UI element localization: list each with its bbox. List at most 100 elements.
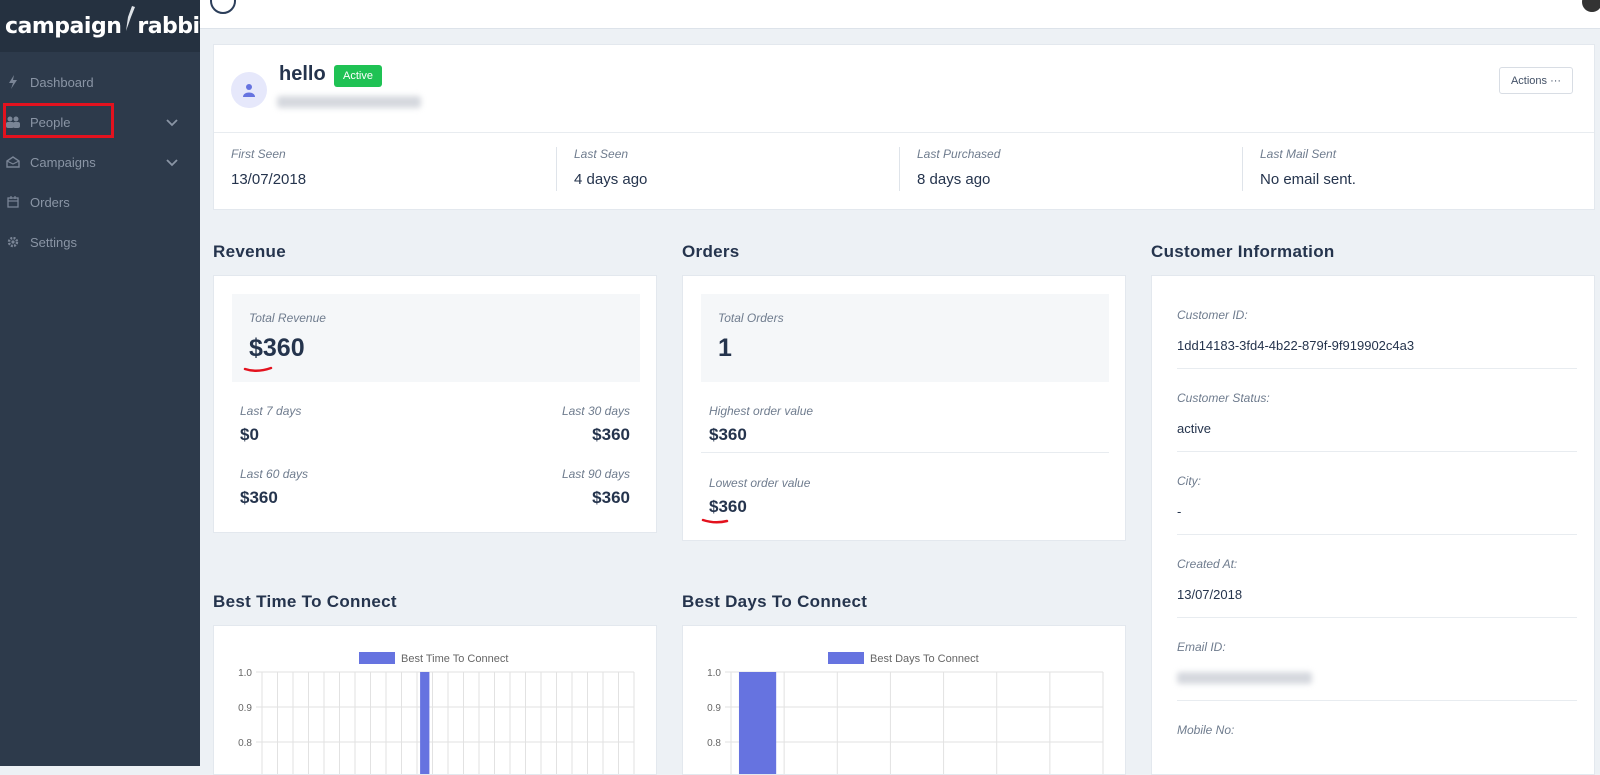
sidebar-item-dashboard[interactable]: Dashboard [0,62,200,102]
chart-legend: Best Time To Connect [359,652,508,665]
last-7-value: $0 [240,425,259,444]
lowest-order-label: Lowest order value [709,476,811,490]
legend-label: Best Time To Connect [401,653,508,665]
total-orders-value: 1 [718,334,732,362]
email-redacted [277,96,421,108]
highest-order-label: Highest order value [709,404,814,418]
last-60-value: $360 [240,488,278,507]
total-revenue-box: Total Revenue $360 [232,294,640,382]
top-bar [200,0,1600,29]
chevron-down-icon[interactable] [166,155,178,170]
divider [1177,451,1577,452]
brand-name-left: campaign [5,13,122,39]
divider [1177,534,1577,535]
customer-id-value: 1dd14183-3fd4-4b22-879f-9f919902c4a3 [1177,338,1415,353]
total-revenue-value: $360 [249,334,305,362]
legend-label: Best Days To Connect [870,653,979,665]
annotation-underline [701,518,729,524]
stat-last-mail-sent: Last Mail Sent No email sent. [1243,133,1586,210]
last-7-label: Last 7 days [240,404,302,418]
annotation-underline [243,366,273,372]
last-90-label: Last 90 days [561,467,630,481]
divider [701,452,1109,453]
chart-bar [420,672,430,774]
stat-first-seen: First Seen 13/07/2018 [214,133,557,210]
city-label: City: [1177,474,1201,488]
divider [1177,700,1577,701]
orders-card: Total Orders 1 Highest order value $360 … [682,275,1126,541]
profile-name: hello [279,63,326,85]
chart-legend: Best Days To Connect [828,652,979,665]
created-at-value: 13/07/2018 [1177,587,1243,602]
sidebar-item-campaigns[interactable]: Campaigns [0,142,200,182]
stat-last-purchased: Last Purchased 8 days ago [900,133,1243,210]
last-60-label: Last 60 days [240,467,309,481]
user-icon [243,84,255,97]
chart-bar [738,672,777,774]
rabbit-logo-icon [122,5,136,31]
profile-stats: First Seen 13/07/2018 Last Seen 4 days a… [214,132,1594,210]
sidebar-item-label: Orders [30,194,70,210]
stat-value: 8 days ago [917,171,991,188]
bolt-icon [6,75,20,89]
stat-value: 13/07/2018 [231,171,307,188]
last-30-value: $360 [592,425,630,444]
y-tick-label: 0.8 [707,738,721,749]
profile-card: hello Active Actions ··· First Seen 13/0… [213,44,1595,210]
legend-swatch [828,652,864,664]
customer-id-label: Customer ID: [1177,308,1248,322]
best-days-chart: Best Days To Connect 1.0 0.9 0.8 [682,625,1126,775]
status-badge: Active [334,65,382,87]
stat-label: Last Mail Sent [1260,147,1337,161]
actions-button[interactable]: Actions ··· [1499,67,1573,94]
best-time-chart: Best Time To Connect 1.0 0.9 0.8 [213,625,657,775]
chart-svg: Best Days To Connect 1.0 0.9 0.8 [707,652,1104,774]
sidebar-item-orders[interactable]: Orders [0,182,200,222]
stat-last-seen: Last Seen 4 days ago [557,133,900,210]
email-redacted [1177,672,1312,684]
mobile-no-label: Mobile No: [1177,723,1235,737]
total-orders-label: Total Orders [718,311,784,325]
divider [1177,368,1577,369]
email-id-label: Email ID: [1177,640,1226,654]
sidebar-item-settings[interactable]: Settings [0,222,200,262]
y-tick-label: 0.8 [238,738,252,749]
highest-order-value: $360 [709,425,747,444]
total-revenue-label: Total Revenue [249,311,326,325]
legend-swatch [359,652,395,664]
revenue-card: Total Revenue $360 Last 7 days $0 Last 3… [213,275,657,533]
city-value: - [1177,504,1182,519]
total-orders-box: Total Orders 1 [701,294,1109,382]
customer-info-title: Customer Information [1151,242,1335,261]
last-30-label: Last 30 days [561,404,630,418]
revenue-title: Revenue [213,242,286,261]
stat-value: 4 days ago [574,171,648,188]
sidebar-item-label: Campaigns [30,154,96,170]
sidebar-item-people[interactable]: People [0,102,200,142]
y-tick-label: 1.0 [238,668,252,679]
sidebar-item-label: Dashboard [30,74,94,90]
annotation-highlight-box [3,103,114,138]
created-at-label: Created At: [1177,557,1238,571]
stat-label: Last Purchased [917,147,1001,161]
best-time-title: Best Time To Connect [213,592,397,611]
brand-name-right: rabbit [137,13,200,39]
orders-title: Orders [682,242,740,261]
customer-status-label: Customer Status: [1177,391,1270,405]
calendar-icon [6,195,20,209]
customer-info-card: Customer ID: 1dd14183-3fd4-4b22-879f-9f9… [1151,275,1595,775]
brand-logo[interactable]: campaign rabbit [0,0,200,52]
sidebar-nav: Dashboard People Campaigns Orders Settin… [0,62,200,262]
menu-toggle-icon[interactable] [210,0,236,14]
gear-icon [6,235,20,249]
sidebar-item-label: Settings [30,234,77,250]
best-days-title: Best Days To Connect [682,592,868,611]
user-avatar[interactable] [1582,0,1600,12]
stat-value: No email sent. [1260,171,1356,188]
sidebar: campaign rabbit Dashboard People Campaign… [0,0,200,766]
sidebar-item-label: People [30,114,71,130]
people-icon [6,115,20,129]
divider [1242,147,1243,191]
chevron-down-icon[interactable] [166,115,178,130]
stat-label: Last Seen [574,147,629,161]
